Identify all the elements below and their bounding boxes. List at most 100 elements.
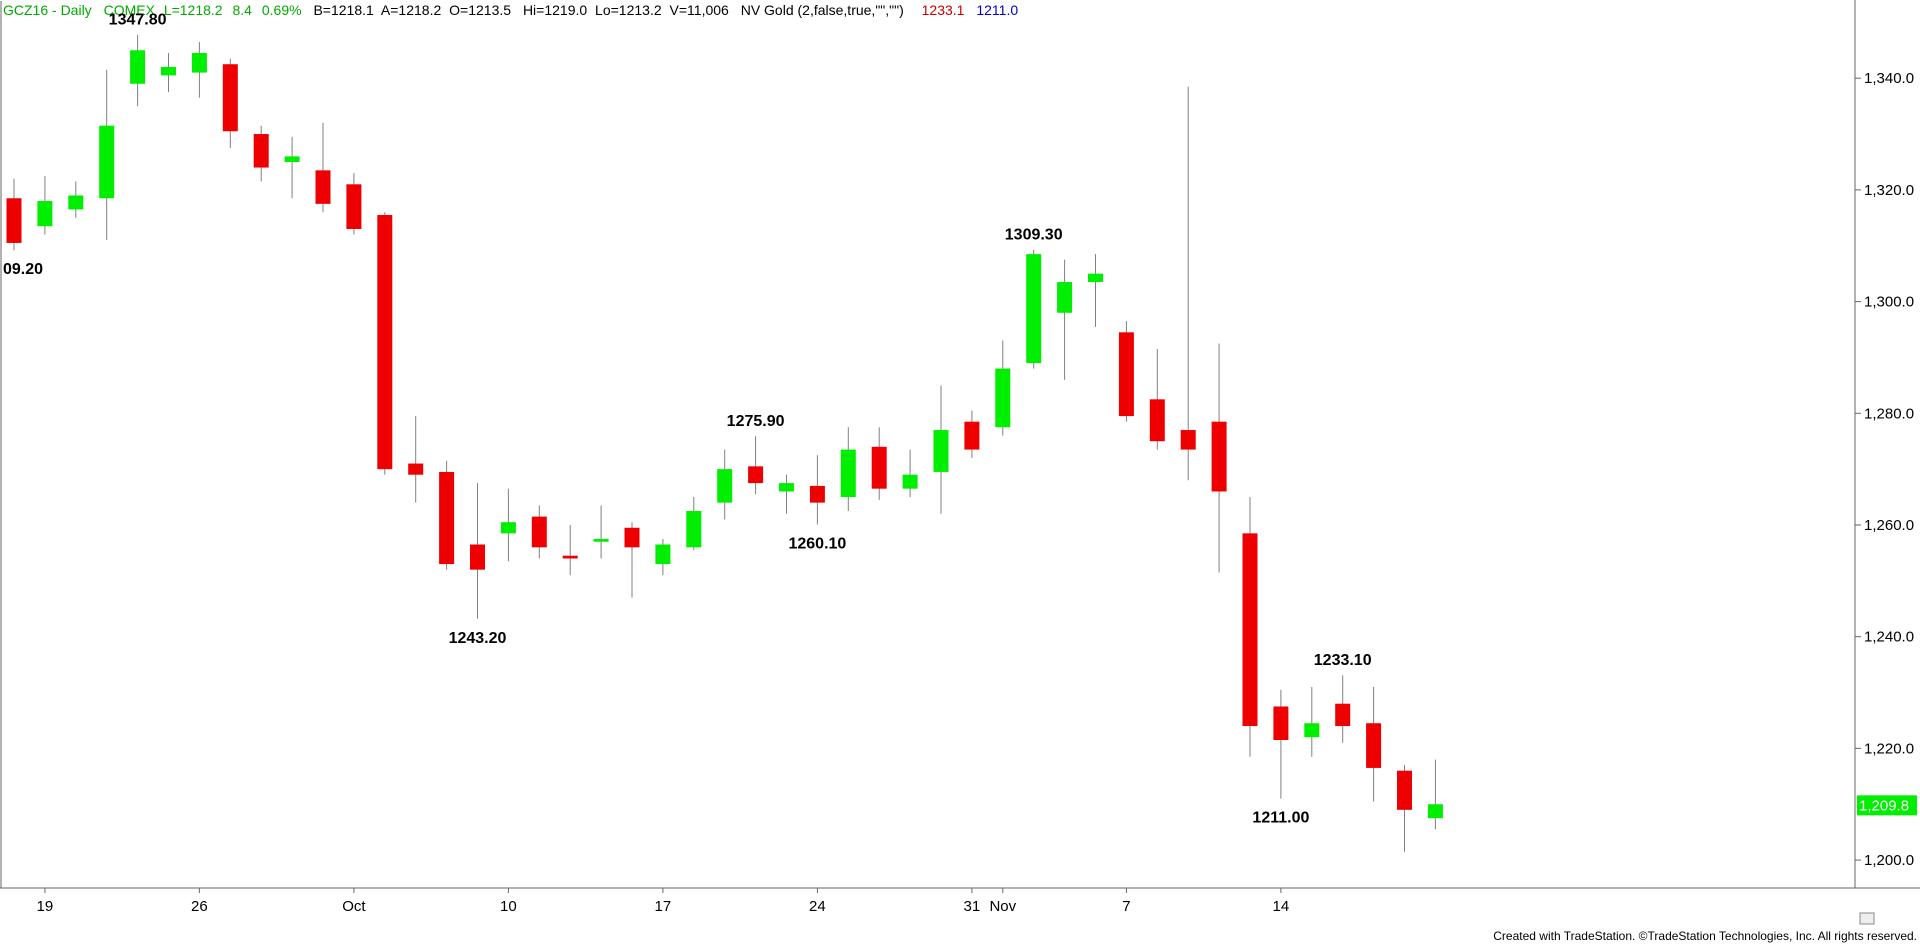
- header-indicator: NV Gold (2,false,true,"",""): [741, 2, 904, 18]
- header-volume: V=11,006: [670, 2, 730, 18]
- candle-body-down: [1118, 332, 1134, 417]
- candle: [1149, 349, 1165, 450]
- candle-body-up: [686, 511, 702, 548]
- y-tick-label: 1,200.0: [1864, 852, 1914, 869]
- y-tick-label: 1,260.0: [1864, 517, 1914, 534]
- candle-body-up: [655, 544, 671, 565]
- x-tick-label: 24: [809, 898, 826, 915]
- x-tick-label: 26: [191, 898, 208, 915]
- candle: [1366, 686, 1382, 802]
- candle: [161, 53, 176, 93]
- candle-body-down: [531, 516, 547, 548]
- last-price-label: 1,209.8: [1859, 797, 1909, 814]
- candle: [655, 538, 671, 576]
- candle-body-down: [6, 198, 22, 243]
- candle: [1427, 759, 1443, 830]
- candle-body-down: [1397, 770, 1412, 810]
- candle: [1118, 321, 1134, 422]
- x-tick-label: 10: [500, 898, 517, 915]
- candle-body-up: [1427, 804, 1443, 819]
- candle-body-down: [439, 471, 455, 565]
- time-axis: 19 26 Oct 10 17 24 31 Nov 7 14: [37, 888, 1290, 915]
- last-price-marker: 1,209.8: [1857, 795, 1917, 816]
- candle: [130, 34, 146, 107]
- x-tick-label: 14: [1273, 898, 1290, 915]
- candle: [377, 212, 393, 475]
- candlestick-series: [6, 34, 1443, 852]
- candle-body-up: [1304, 723, 1320, 738]
- candle: [315, 122, 331, 213]
- header-low: Lo=1213.2: [595, 2, 662, 18]
- candle: [593, 505, 609, 559]
- candle-body-down: [809, 485, 825, 503]
- candle-body-up: [500, 522, 516, 534]
- y-tick-label: 1,320.0: [1864, 182, 1914, 199]
- candle-body-down: [1335, 703, 1351, 727]
- candle-body-down: [346, 184, 362, 229]
- candle-body-down: [562, 555, 578, 559]
- price-axis: 1,200.0 1,220.0 1,240.0 1,260.0 1,280.0 1,300…: [1855, 70, 1914, 869]
- footer-copyright: Created with TradeStation. ©TradeStation…: [1493, 929, 1917, 943]
- x-tick-label: Oct: [342, 898, 366, 915]
- candle-body-down: [1273, 706, 1289, 740]
- y-tick-label: 1,240.0: [1864, 629, 1914, 646]
- candle: [99, 69, 115, 241]
- candle: [902, 449, 918, 498]
- candle: [253, 125, 269, 182]
- y-tick-label: 1,280.0: [1864, 405, 1914, 422]
- candle-body-up: [995, 368, 1011, 428]
- candle: [222, 58, 238, 148]
- y-tick-label: 1,340.0: [1864, 70, 1914, 87]
- candle-body-up: [779, 483, 794, 492]
- candle: [1088, 254, 1103, 327]
- swing-label: 1275.90: [727, 413, 785, 430]
- candle: [68, 181, 84, 218]
- candle: [1273, 689, 1289, 799]
- candle-body-down: [408, 463, 424, 475]
- candle: [933, 385, 949, 514]
- candle-body-down: [470, 544, 485, 570]
- candle: [871, 427, 887, 500]
- candle-body-up: [191, 53, 207, 73]
- candle-body-up: [933, 430, 949, 472]
- swing-label: 1233.10: [1314, 652, 1372, 669]
- x-tick-label: 31: [964, 898, 981, 915]
- candle-body-down: [1242, 533, 1258, 727]
- candle: [1057, 259, 1073, 380]
- swing-label: 1211.00: [1252, 810, 1309, 827]
- candle: [191, 41, 207, 98]
- candle-body-up: [161, 67, 176, 76]
- candle-body-down: [253, 134, 269, 168]
- candle: [562, 524, 578, 576]
- candle: [1242, 497, 1258, 757]
- candle-body-down: [1366, 723, 1382, 768]
- candle: [1335, 675, 1351, 743]
- candle-body-down: [222, 64, 238, 132]
- candle-body-up: [1026, 254, 1042, 364]
- candle-body-down: [1211, 421, 1227, 492]
- last-price-background: [1857, 795, 1917, 816]
- header-ask: A=1218.2: [381, 2, 442, 18]
- candle-body-down: [748, 466, 764, 484]
- candle-body-up: [37, 201, 53, 227]
- candle: [1304, 686, 1320, 757]
- candle: [37, 175, 53, 235]
- candle: [1180, 86, 1196, 481]
- scroll-handle[interactable]: [1859, 912, 1875, 925]
- y-tick-label: 1,300.0: [1864, 294, 1914, 311]
- candle-body-down: [871, 446, 887, 489]
- header-change: 8.4: [233, 2, 253, 18]
- header-change-pct: 0.69%: [262, 2, 302, 18]
- header-last: L=1218.2: [164, 2, 223, 18]
- candle-body-up: [130, 50, 146, 84]
- candle: [779, 474, 794, 514]
- candle: [531, 505, 547, 559]
- candle-body-down: [315, 170, 331, 204]
- swing-label: 1260.10: [788, 535, 846, 552]
- candle-body-down: [624, 527, 640, 548]
- candle-body-up: [99, 125, 115, 199]
- header-bid: B=1218.1: [313, 2, 374, 18]
- x-tick-label: Nov: [989, 898, 1016, 915]
- x-tick-label: 19: [37, 898, 54, 915]
